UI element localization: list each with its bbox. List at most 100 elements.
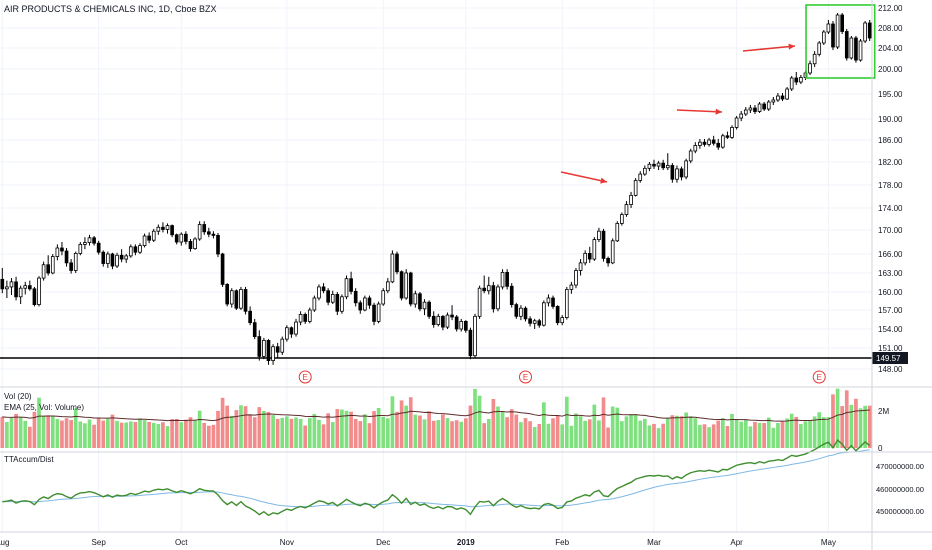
candle-body xyxy=(633,179,638,196)
volume-bar xyxy=(757,422,762,448)
candle-body xyxy=(592,239,597,260)
candle-body xyxy=(601,230,606,259)
volume-bar xyxy=(514,414,519,448)
price-tick-label: 208.00 xyxy=(878,24,903,33)
candle-body xyxy=(413,293,418,305)
volume-bar xyxy=(385,418,390,448)
volume-bar xyxy=(179,422,184,448)
candle-body xyxy=(436,315,441,325)
candle-body xyxy=(271,346,275,362)
candle-body xyxy=(757,103,762,112)
candle-body xyxy=(28,285,32,290)
volume-bar xyxy=(147,421,151,448)
candle-body xyxy=(289,327,294,335)
candle-body xyxy=(693,145,698,152)
candle-body xyxy=(840,14,844,32)
volume-bar xyxy=(799,424,803,448)
candle-body xyxy=(202,224,207,233)
candle-body xyxy=(748,107,753,111)
candle-body xyxy=(482,287,487,292)
volume-bar xyxy=(854,398,858,448)
candle-body xyxy=(239,289,243,309)
price-tick-label: 186.00 xyxy=(878,136,903,145)
volume-bar xyxy=(101,420,106,448)
candle-body xyxy=(206,231,211,235)
volume-bar xyxy=(551,418,555,448)
volume-bar xyxy=(620,421,624,448)
candle-body xyxy=(179,233,184,243)
candle-body xyxy=(96,242,101,253)
volume-bar xyxy=(688,416,693,448)
price-pane: 149.57 E E E xyxy=(0,4,908,384)
candle-body xyxy=(445,314,450,328)
price-tick-label: 157.00 xyxy=(878,306,903,315)
candle-body xyxy=(491,285,496,310)
volume-bar xyxy=(578,416,583,448)
time-tick-label: 2019 xyxy=(457,538,475,547)
candle-body xyxy=(624,204,629,216)
volume-bar xyxy=(693,418,698,448)
volume-ema-line xyxy=(2,409,870,422)
candle-body xyxy=(106,253,110,264)
price-tick-label: 182.00 xyxy=(878,158,903,167)
volume-bar xyxy=(427,411,431,448)
candle-body xyxy=(615,222,620,242)
candle-body xyxy=(468,329,473,357)
volume-bar xyxy=(482,423,487,448)
arrow-shaft xyxy=(742,45,796,52)
candle-body xyxy=(578,262,583,271)
volume-bar xyxy=(275,418,280,448)
volume-bar xyxy=(821,417,826,448)
volume-bar xyxy=(96,417,101,448)
time-tick-label: Dec xyxy=(376,538,390,547)
candle-body xyxy=(9,281,14,288)
volume-bar xyxy=(266,411,271,448)
candle-body xyxy=(730,127,734,138)
volume-bar xyxy=(321,424,326,448)
candle-body xyxy=(799,77,803,83)
candle-body xyxy=(142,235,147,246)
volume-bar xyxy=(867,405,872,448)
accum-title: TTAccum/Dist xyxy=(4,455,54,464)
candle-body xyxy=(519,307,523,317)
volume-bar xyxy=(188,417,193,448)
volume-bar xyxy=(211,424,216,448)
volume-bar xyxy=(748,426,753,448)
volume-bar xyxy=(372,411,376,448)
candle-body xyxy=(542,302,546,326)
candle-body xyxy=(431,315,436,325)
volume-bar xyxy=(413,414,418,448)
volume-bar xyxy=(399,400,404,448)
price-tick-label: 154.00 xyxy=(878,325,903,334)
volume-bar xyxy=(615,407,620,448)
price-tick-label: 160.00 xyxy=(878,288,903,297)
volume-bar xyxy=(817,412,822,448)
candle-body xyxy=(574,270,578,286)
volume-bar xyxy=(486,419,491,448)
volume-bar xyxy=(624,416,629,448)
volume-bar xyxy=(46,415,51,448)
candle-body xyxy=(124,255,129,260)
volume-bar xyxy=(776,423,780,448)
candle-body xyxy=(835,14,840,48)
volume-bar xyxy=(831,394,835,448)
volume-bar xyxy=(119,422,124,448)
volume-bar xyxy=(225,405,230,448)
candle-body xyxy=(652,163,656,167)
volume-bar xyxy=(87,419,92,448)
volume-bar xyxy=(592,404,597,448)
candle-body xyxy=(92,237,96,244)
candle-body xyxy=(385,281,390,292)
candle-body xyxy=(610,240,615,264)
volume-bar xyxy=(789,413,794,448)
volume-bar xyxy=(445,418,450,448)
volume-bar xyxy=(271,415,275,448)
candle-body xyxy=(620,214,624,224)
candle-body xyxy=(647,163,652,169)
candle-body xyxy=(156,226,161,232)
candle-body xyxy=(707,139,711,145)
volume-bar xyxy=(229,415,234,448)
volume-bar xyxy=(629,414,633,448)
candle-body xyxy=(771,99,776,103)
candle-body xyxy=(688,150,693,162)
